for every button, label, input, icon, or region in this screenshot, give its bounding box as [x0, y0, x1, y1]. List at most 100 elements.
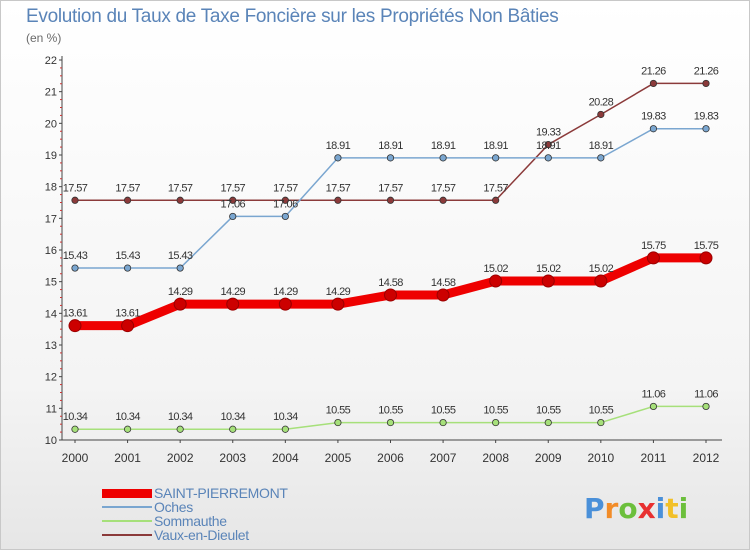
data-point: [439, 154, 447, 162]
x-tick-label: 2001: [114, 451, 141, 465]
y-tick-label: 19: [45, 150, 57, 162]
data-label: 15.43: [115, 250, 140, 262]
x-tick-label: 2002: [167, 451, 194, 465]
legend-label: Vaux-en-Dieulet: [154, 527, 249, 543]
data-label: 19.83: [641, 111, 666, 123]
data-label: 17.57: [168, 182, 193, 194]
data-point: [702, 125, 710, 133]
data-point: [386, 418, 395, 427]
x-tick-label: 2005: [325, 451, 352, 465]
data-label: 18.91: [483, 140, 508, 152]
legend-swatch: [102, 506, 152, 508]
data-label: 15.75: [641, 240, 666, 252]
series-points: [68, 79, 713, 433]
data-label: 17.57: [483, 182, 508, 194]
legend-label: Sommauthe: [154, 513, 227, 529]
data-label: 20.28: [589, 96, 614, 108]
data-point: [492, 418, 500, 427]
data-label: 13.61: [115, 308, 140, 320]
data-label: 10.55: [378, 405, 403, 417]
data-label: 19.33: [536, 127, 561, 139]
data-label: 10.55: [326, 405, 351, 417]
data-point: [71, 196, 79, 204]
data-label: 17.57: [220, 182, 245, 194]
y-tick-label: 18: [45, 182, 57, 194]
data-label: 11.06: [642, 388, 666, 400]
chart-unit-label: (en %): [26, 31, 62, 45]
data-label: 10.55: [589, 405, 614, 417]
data-label: 14.29: [168, 286, 193, 298]
data-label: 19.83: [694, 111, 719, 123]
x-tick-label: 2003: [219, 451, 246, 465]
logo-letter: i: [655, 492, 666, 525]
data-point: [71, 264, 79, 272]
y-tick-label: 22: [45, 55, 57, 67]
data-label: 17.57: [378, 182, 403, 194]
chart-title: Evolution du Taux de Taxe Foncière sur l…: [26, 6, 559, 27]
data-label: 17.57: [115, 182, 140, 194]
legend-item: SAINT-PIERREMONT: [102, 485, 362, 501]
x-tick-label: 2010: [587, 451, 614, 465]
data-point: [229, 425, 237, 433]
data-label: 14.58: [431, 277, 456, 289]
data-point: [386, 196, 395, 204]
data-point: [439, 418, 447, 427]
data-point: [492, 154, 500, 162]
x-tick-label: 2009: [535, 451, 562, 465]
data-point: [541, 274, 555, 288]
data-label: 17.57: [63, 182, 88, 194]
data-point: [702, 79, 710, 88]
logo-letter: r: [604, 492, 619, 525]
data-point: [699, 251, 713, 265]
legend-item: Oches: [102, 499, 362, 515]
data-point: [386, 154, 395, 162]
data-label: 14.58: [378, 277, 403, 289]
data-label: 11.06: [694, 388, 718, 400]
data-label: 17.06: [220, 198, 245, 210]
data-label: 17.57: [326, 182, 351, 194]
data-point: [334, 418, 342, 427]
data-point: [436, 288, 450, 302]
data-label: 10.34: [115, 411, 140, 423]
data-point: [281, 425, 289, 433]
x-tick-label: 2011: [641, 451, 667, 465]
y-tick-label: 15: [45, 277, 57, 289]
y-tick-label: 14: [45, 308, 57, 320]
y-tick-label: 12: [45, 372, 57, 384]
data-point: [439, 196, 447, 204]
data-label: 17.57: [431, 182, 456, 194]
y-tick-label: 21: [45, 87, 57, 99]
x-tick-label: 2008: [482, 451, 509, 465]
legend-item: Sommauthe: [102, 513, 362, 529]
x-tick-label: 2006: [377, 451, 404, 465]
y-tick-label: 13: [45, 340, 57, 352]
data-point: [649, 79, 658, 88]
data-point: [649, 125, 658, 133]
data-point: [492, 196, 500, 204]
data-point: [226, 297, 240, 311]
x-tick-label: 2012: [693, 451, 720, 465]
data-point: [71, 425, 79, 433]
data-label: 15.02: [483, 263, 508, 275]
data-point: [334, 196, 342, 204]
axes: 10 11 12 13 14 15 16 17 18 19 20 21 22 2000 2001 2002 20…: [45, 55, 722, 465]
data-label: 10.55: [431, 405, 456, 417]
data-point: [649, 402, 658, 411]
logo-letter: o: [618, 492, 638, 525]
data-label: 13.61: [63, 308, 88, 320]
legend-label: Oches: [154, 499, 193, 515]
data-label: 10.34: [63, 411, 88, 423]
logo-letter: i: [678, 492, 689, 525]
data-label: 21.26: [694, 65, 719, 77]
data-label: 10.34: [220, 411, 245, 423]
data-point: [597, 154, 605, 162]
data-point: [544, 418, 552, 427]
x-tick-label: 2000: [62, 451, 89, 465]
data-label: 18.91: [378, 140, 403, 152]
data-label: 15.43: [63, 250, 88, 262]
data-point: [594, 274, 608, 288]
data-point: [278, 297, 292, 311]
data-label: 15.02: [589, 263, 614, 275]
data-label: 10.34: [168, 411, 193, 423]
